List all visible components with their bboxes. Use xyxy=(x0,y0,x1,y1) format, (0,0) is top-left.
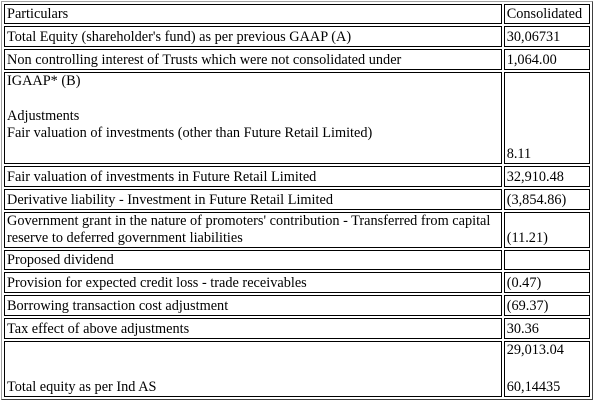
row-label-multiline: IGAAP* (B) Adjustments Fair valuation of… xyxy=(4,72,502,164)
table-row: Non controlling interest of Trusts which… xyxy=(4,49,590,70)
row-value-line: 60,14435 xyxy=(506,379,561,395)
row-value: (69.37) xyxy=(503,295,590,316)
row-value: 8.11 xyxy=(503,72,590,164)
row-label-line: IGAAP* (B) xyxy=(7,73,81,89)
row-label: Fair valuation of investments in Future … xyxy=(4,166,502,187)
table-row: IGAAP* (B) Adjustments Fair valuation of… xyxy=(4,72,590,164)
table-row: Tax effect of above adjustments 30.36 xyxy=(4,318,590,339)
row-label: Proposed dividend xyxy=(4,250,502,270)
row-label: Borrowing transaction cost adjustment xyxy=(4,295,502,316)
row-value-multiline: 29,013.04 60,14435 xyxy=(503,341,590,397)
table-header-row: Particulars Consolidated xyxy=(4,4,590,24)
table-row: Proposed dividend xyxy=(4,250,590,270)
row-value: 32,910.48 xyxy=(503,166,590,187)
row-label: Government grant in the nature of promot… xyxy=(4,212,502,248)
row-label: Total equity as per Ind AS xyxy=(4,341,502,397)
row-label: Derivative liability - Investment in Fut… xyxy=(4,189,502,210)
row-value: 30.36 xyxy=(503,318,590,339)
row-value: (11.21) xyxy=(503,212,590,248)
row-label: Tax effect of above adjustments xyxy=(4,318,502,339)
equity-reconciliation-table: Particulars Consolidated Total Equity (s… xyxy=(1,1,593,400)
header-consolidated: Consolidated xyxy=(503,4,590,24)
row-value: (0.47) xyxy=(503,272,590,293)
table-row: Derivative liability - Investment in Fut… xyxy=(4,189,590,210)
header-particulars: Particulars xyxy=(4,4,502,24)
row-label: Total Equity (shareholder's fund) as per… xyxy=(4,26,502,47)
row-value: 30,06731 xyxy=(503,26,590,47)
table-row: Provision for expected credit loss - tra… xyxy=(4,272,590,293)
row-value-line: 29,013.04 xyxy=(506,342,564,358)
table-row: Government grant in the nature of promot… xyxy=(4,212,590,248)
row-value xyxy=(503,250,590,270)
row-label: Non controlling interest of Trusts which… xyxy=(4,49,502,70)
row-value: (3,854.86) xyxy=(503,189,590,210)
table-row: Borrowing transaction cost adjustment (6… xyxy=(4,295,590,316)
row-value: 1,064.00 xyxy=(503,49,590,70)
table-row: Total Equity (shareholder's fund) as per… xyxy=(4,26,590,47)
row-label-line: Fair valuation of investments (other tha… xyxy=(7,125,373,141)
row-label-line: Adjustments xyxy=(7,108,80,124)
table-row-total: Total equity as per Ind AS 29,013.04 60,… xyxy=(4,341,590,397)
row-label: Provision for expected credit loss - tra… xyxy=(4,272,502,293)
table-row: Fair valuation of investments in Future … xyxy=(4,166,590,187)
